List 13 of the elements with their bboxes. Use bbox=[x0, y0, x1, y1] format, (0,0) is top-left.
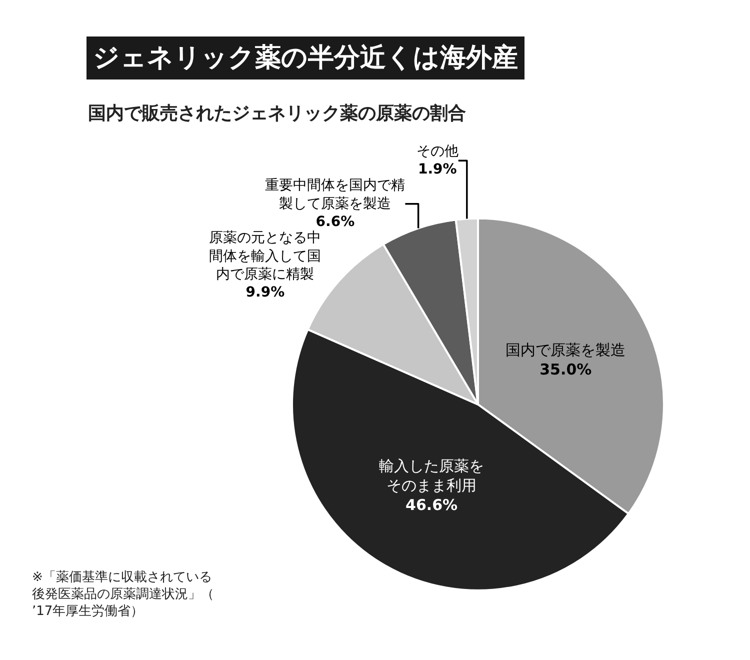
slice-label: 輸入した原薬をそのまま利用 bbox=[379, 456, 484, 494]
slice-label: 重要中間体を国内で精製して原薬を製造 bbox=[265, 178, 406, 212]
data-label: 35.0% bbox=[540, 360, 592, 378]
data-label: 1.9% bbox=[418, 162, 457, 178]
data-label: 6.6% bbox=[316, 214, 355, 230]
slice-label: 原薬の元となる中間体を輸入して国内で原薬に精製 bbox=[209, 230, 322, 283]
chart-subtitle: 国内で販売されたジェネリック薬の原薬の割合 bbox=[88, 103, 466, 124]
data-label: 9.9% bbox=[246, 284, 285, 301]
slice-label: 国内で原薬を製造 bbox=[506, 340, 626, 359]
slice-label: その他 bbox=[416, 144, 458, 160]
chart-title: ジェネリック薬の半分近くは海外産 bbox=[93, 43, 518, 73]
text: ※「薬価基準に収載されている後発医薬品の原薬調達状況」（’17年厚生労働省） bbox=[32, 570, 214, 619]
data-label: 46.6% bbox=[406, 496, 458, 514]
